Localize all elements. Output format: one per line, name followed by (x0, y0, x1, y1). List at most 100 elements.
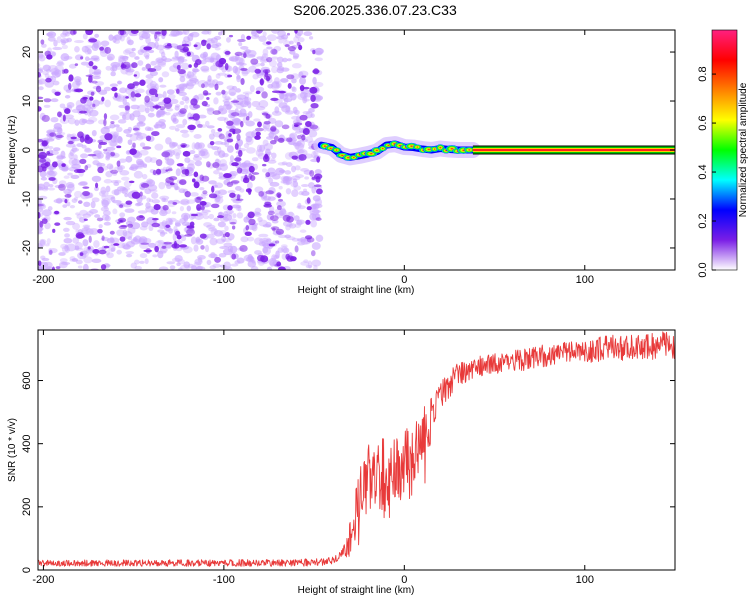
noise-speck (185, 73, 190, 79)
noise-speck (83, 147, 93, 153)
noise-speck (270, 152, 277, 159)
noise-speck (123, 231, 133, 240)
noise-speck (135, 134, 144, 141)
noise-speck (201, 209, 211, 213)
noise-speck (66, 201, 71, 207)
noise-speck-strong (259, 78, 264, 86)
noise-speck (113, 39, 121, 44)
noise-speck-strong (179, 108, 187, 114)
colorbar-tick-label: 0.2 (697, 213, 709, 228)
noise-speck (311, 150, 317, 159)
noise-speck (194, 41, 202, 50)
noise-speck-strong (186, 228, 195, 236)
noise-speck (215, 73, 221, 79)
noise-speck (40, 255, 46, 260)
noise-speck-strong (171, 243, 181, 249)
noise-speck (51, 88, 57, 94)
noise-speck (206, 108, 215, 115)
noise-speck (234, 108, 239, 116)
noise-speck (155, 240, 163, 246)
noise-speck (60, 243, 68, 250)
noise-speck (246, 236, 255, 242)
noise-speck (178, 188, 186, 193)
noise-speck (156, 58, 167, 66)
noise-speck (200, 52, 209, 60)
noise-speck (260, 62, 265, 67)
noise-speck (291, 175, 301, 181)
noise-speck (46, 31, 57, 38)
noise-speck (65, 89, 72, 93)
noise-speck-strong (276, 205, 282, 211)
noise-speck (220, 142, 227, 146)
noise-speck-strong (82, 186, 90, 189)
spectrogram-x-axis-label: Height of straight line (km) (298, 285, 415, 296)
noise-speck (162, 166, 167, 174)
noise-speck (193, 153, 200, 158)
noise-speck (193, 244, 199, 252)
noise-speck (108, 34, 114, 41)
noise-speck (65, 220, 76, 226)
noise-speck (48, 64, 58, 73)
noise-speck-strong (315, 217, 322, 221)
noise-speck (112, 171, 118, 176)
noise-speck (279, 210, 284, 217)
noise-speck-strong (315, 188, 323, 195)
noise-speck (46, 238, 51, 245)
snr-xtick-label: -200 (32, 574, 54, 586)
noise-speck (261, 168, 268, 173)
noise-speck-strong (111, 86, 118, 92)
noise-speck (131, 47, 136, 52)
noise-speck (236, 212, 244, 219)
noise-speck (222, 238, 232, 242)
noise-speck-strong (128, 180, 135, 184)
snr-ytick-label: 0 (21, 567, 33, 573)
noise-speck-strong (131, 191, 141, 199)
noise-speck (254, 250, 262, 255)
noise-speck (148, 242, 157, 248)
noise-speck (78, 118, 87, 126)
noise-speck (285, 162, 293, 167)
noise-speck (38, 78, 46, 85)
noise-speck (244, 49, 252, 54)
noise-speck (84, 47, 91, 55)
noise-speck-strong (306, 197, 311, 204)
noise-speck (310, 219, 318, 228)
noise-speck (94, 81, 105, 86)
noise-speck-strong (263, 73, 272, 81)
noise-speck (65, 143, 76, 148)
noise-speck-strong (267, 210, 275, 216)
noise-speck-strong (98, 143, 102, 150)
noise-speck-strong (63, 68, 69, 74)
noise-speck-strong (92, 103, 96, 108)
noise-speck-strong (73, 30, 77, 35)
colorbar-ticks: 0.0 0.2 0.4 0.6 0.8 (697, 66, 716, 278)
noise-speck (103, 125, 111, 130)
noise-speck (39, 51, 44, 60)
noise-speck-strong (229, 192, 236, 198)
noise-speck (294, 165, 301, 171)
noise-speck (206, 125, 215, 129)
noise-speck (127, 216, 136, 224)
noise-speck (193, 261, 202, 267)
noise-speck (178, 200, 189, 205)
noise-speck-strong (193, 62, 199, 68)
noise-speck-strong (313, 173, 323, 180)
noise-speck (70, 174, 80, 179)
noise-speck (183, 36, 190, 43)
noise-speck (295, 130, 302, 134)
noise-speck (100, 40, 110, 47)
noise-speck-strong (270, 125, 277, 133)
noise-speck (277, 62, 283, 68)
noise-speck-strong (286, 32, 291, 36)
noise-speck (128, 166, 135, 171)
noise-speck (158, 266, 169, 270)
noise-speck (64, 244, 69, 252)
noise-speck (314, 169, 322, 175)
noise-speck-strong (154, 31, 162, 35)
noise-speck-strong (142, 146, 152, 150)
noise-speck (174, 104, 181, 108)
noise-speck (286, 58, 292, 62)
spectrogram-ytick-label: 0 (21, 147, 33, 153)
snr-ytick-label: 400 (21, 435, 33, 453)
noise-speck-strong (294, 245, 299, 253)
